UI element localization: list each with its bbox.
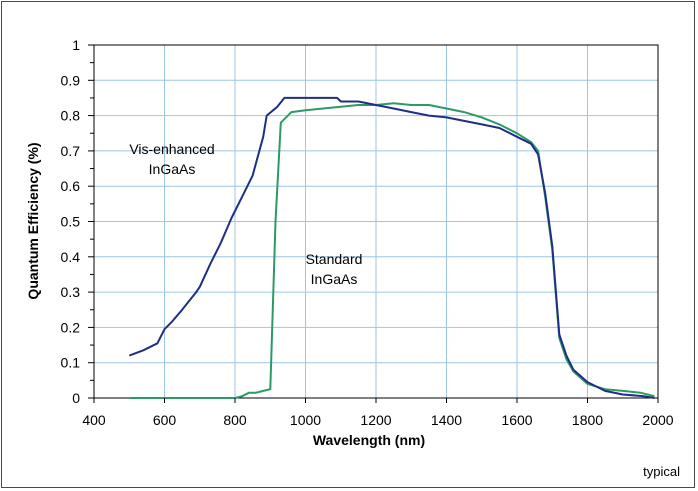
y-tick-label: 0.7 xyxy=(61,143,81,159)
typical-note: typical xyxy=(643,464,680,479)
y-tick-label: 0 xyxy=(72,390,80,406)
y-tick-label: 0.6 xyxy=(61,178,81,194)
y-tick-label: 0.1 xyxy=(61,355,81,371)
x-tick-label: 1000 xyxy=(290,412,321,428)
x-tick-label: 1600 xyxy=(501,412,532,428)
x-tick-label: 1400 xyxy=(431,412,462,428)
standard-label-line2: InGaAs xyxy=(311,271,358,287)
grid xyxy=(90,44,659,399)
y-axis-title: Quantum Efficiency (%) xyxy=(25,142,41,299)
y-tick-label: 0.2 xyxy=(61,319,81,335)
y-tick-label: 0.5 xyxy=(61,214,81,230)
x-axis-title: Wavelength (nm) xyxy=(313,432,425,448)
x-tick-label: 1800 xyxy=(572,412,603,428)
x-tick-label: 2000 xyxy=(642,412,673,428)
vis-enhanced-label-line1: Vis-enhanced xyxy=(129,141,214,157)
x-tick-label: 400 xyxy=(82,412,106,428)
x-tick-labels: 400 600 800 1000 1200 1400 1600 1800 2000 xyxy=(82,398,674,428)
x-tick-label: 800 xyxy=(223,412,247,428)
y-tick-label: 0.8 xyxy=(61,108,81,124)
series-layer xyxy=(128,96,655,399)
vis-enhanced-label-line2: InGaAs xyxy=(149,161,196,177)
x-tick-label: 1200 xyxy=(360,412,391,428)
y-tick-label: 0.9 xyxy=(61,72,81,88)
standard-label-line1: Standard xyxy=(306,251,363,267)
y-tick-label: 0.4 xyxy=(61,249,81,265)
y-tick-labels: 0 0.1 0.2 0.3 0.4 0.5 0.6 0.7 0.8 0.9 1 xyxy=(61,37,94,406)
y-tick-label: 0.3 xyxy=(61,284,81,300)
series-line-standard xyxy=(129,102,655,399)
y-tick-label: 1 xyxy=(72,37,80,53)
x-tick-label: 600 xyxy=(153,412,177,428)
series-line-vis-enhanced xyxy=(128,96,655,399)
